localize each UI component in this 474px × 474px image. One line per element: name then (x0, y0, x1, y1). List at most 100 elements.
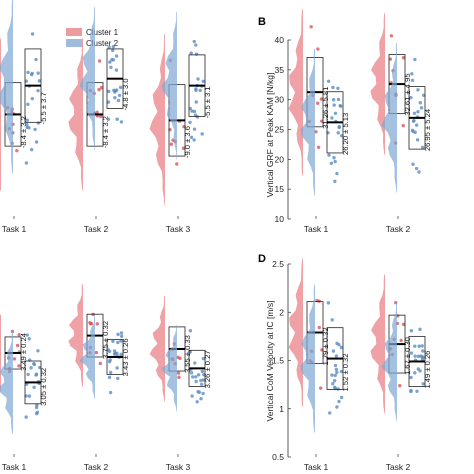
point-cluster-2 (114, 54, 119, 58)
point-cluster-2 (190, 394, 194, 398)
violin-cluster-2 (300, 48, 315, 196)
point-cluster-1 (95, 110, 99, 114)
annotation-cluster-1: 3.75 ± 0.32 (101, 321, 110, 359)
point-cluster-2 (411, 129, 415, 134)
point-cluster-2 (188, 120, 192, 125)
violin-cluster-1 (68, 38, 83, 191)
annotation-cluster-2: 1.49 ± 0.26 (423, 351, 432, 389)
point-cluster-2 (26, 70, 30, 75)
point-cluster-2 (194, 52, 199, 56)
point-cluster-2 (108, 390, 113, 395)
point-cluster-1 (94, 350, 99, 355)
point-cluster-2 (195, 400, 199, 404)
point-cluster-2 (27, 394, 32, 398)
point-cluster-2 (108, 60, 112, 64)
panel-c: Task 1 3.49 ± 0.24 3.05 ± 0.32 Task 2 3.75 ±… (0, 284, 212, 472)
point-cluster-2 (326, 79, 331, 84)
violin-cluster-1 (288, 8, 303, 176)
point-cluster-2 (25, 333, 29, 337)
x-tick-label: Task 2 (386, 224, 411, 234)
point-cluster-2 (190, 375, 195, 379)
point-cluster-1 (319, 97, 323, 101)
point-cluster-2 (38, 365, 42, 370)
annotation-cluster-1: -8.4 ± 3.2 (19, 116, 28, 148)
point-cluster-1 (97, 59, 102, 63)
point-cluster-2 (197, 390, 202, 394)
x-tick-label: Task 2 (84, 462, 109, 472)
point-cluster-2 (119, 331, 124, 335)
point-cluster-2 (420, 145, 425, 150)
point-cluster-1 (15, 148, 19, 153)
annotation-cluster-2: -5.5 ± 3.1 (203, 86, 212, 118)
point-cluster-1 (99, 86, 104, 90)
panel-b-ytick-label: 10 (275, 214, 285, 224)
point-cluster-2 (333, 385, 337, 390)
point-cluster-2 (189, 371, 194, 375)
point-cluster-2 (189, 135, 194, 140)
point-cluster-2 (33, 127, 37, 132)
point-cluster-2 (421, 382, 425, 386)
point-cluster-2 (116, 376, 120, 381)
point-cluster-2 (410, 78, 415, 83)
point-cluster-2 (419, 106, 424, 110)
point-cluster-2 (201, 356, 206, 361)
point-cluster-2 (339, 134, 344, 138)
point-cluster-2 (119, 334, 124, 338)
point-cluster-2 (194, 375, 198, 379)
point-cluster-2 (416, 110, 420, 114)
point-cluster-2 (116, 332, 120, 337)
point-cluster-2 (339, 369, 344, 374)
point-cluster-2 (32, 361, 36, 366)
panel-d-ytick-label: 2.5 (272, 259, 284, 269)
annotation-cluster-1: -8.4 ± 3.2 (101, 116, 110, 148)
point-cluster-1 (17, 333, 21, 337)
point-cluster-1 (318, 386, 323, 390)
panel-d-ytick-label: 1 (279, 404, 284, 414)
point-cluster-2 (416, 354, 421, 359)
point-cluster-2 (192, 138, 196, 142)
violin-cluster-2 (0, 0, 13, 174)
annotation-cluster-1: 32.61 ± 4.95 (403, 73, 412, 115)
point-cluster-1 (316, 145, 321, 149)
point-cluster-1 (98, 114, 103, 119)
annotation-cluster-2: 3.26 ± 0.27 (203, 350, 212, 388)
point-cluster-2 (189, 51, 193, 55)
point-cluster-2 (336, 97, 341, 102)
panel-d: 0.5 1 1.5 2 2.5 Task 1 1.79 ± 0.32 1.52 ± 0.32 T… (272, 258, 432, 472)
point-cluster-2 (26, 372, 30, 377)
point-cluster-2 (36, 71, 40, 75)
point-cluster-2 (421, 355, 425, 359)
point-cluster-2 (410, 72, 414, 76)
point-cluster-2 (414, 166, 419, 171)
point-cluster-2 (109, 65, 113, 69)
point-cluster-2 (331, 98, 336, 102)
violin-cluster-2 (381, 301, 397, 422)
point-cluster-2 (333, 373, 337, 378)
point-cluster-2 (29, 366, 33, 370)
point-cluster-2 (412, 111, 417, 115)
point-cluster-1 (176, 371, 181, 375)
panel-d-ytick-label: 2 (279, 307, 284, 317)
violin-cluster-2 (381, 42, 397, 193)
x-tick-label: Task 1 (2, 224, 27, 234)
point-cluster-2 (334, 367, 339, 372)
point-cluster-1 (399, 338, 403, 343)
x-tick-label: Task 2 (84, 224, 109, 234)
point-cluster-1 (309, 25, 313, 29)
point-cluster-2 (333, 363, 338, 368)
point-cluster-1 (401, 322, 406, 327)
point-cluster-1 (316, 47, 320, 51)
point-cluster-2 (116, 340, 120, 345)
x-tick-label: Task 1 (2, 462, 27, 472)
violin-cluster-1 (370, 13, 385, 155)
x-tick-label: Task 3 (166, 462, 191, 472)
point-cluster-2 (201, 391, 205, 396)
point-cluster-2 (413, 344, 417, 348)
point-cluster-2 (332, 379, 337, 383)
point-cluster-2 (106, 117, 111, 121)
point-cluster-2 (200, 132, 204, 136)
point-cluster-2 (34, 140, 39, 144)
point-cluster-2 (332, 156, 336, 160)
x-tick-label: Task 3 (166, 224, 191, 234)
point-cluster-2 (409, 329, 414, 333)
